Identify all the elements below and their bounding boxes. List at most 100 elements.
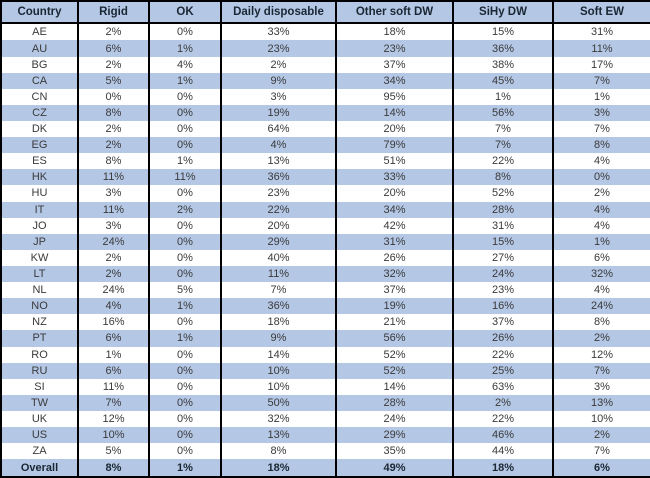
value-cell: 0%	[148, 233, 221, 250]
value-cell: 38%	[452, 56, 553, 73]
value-cell: 11%	[77, 169, 149, 186]
value-cell: 9%	[220, 72, 336, 89]
value-cell: 23%	[452, 282, 553, 299]
value-cell: 24%	[77, 282, 149, 299]
value-cell: 35%	[335, 443, 453, 460]
value-cell: 5%	[77, 72, 149, 89]
table-row: PT 6% 1% 9% 56% 26% 2%	[1, 330, 650, 347]
value-cell: 31%	[335, 233, 453, 250]
value-cell: 6%	[552, 459, 650, 477]
value-cell: 20%	[335, 185, 453, 202]
table-row: CZ 8% 0% 19% 14% 56% 3%	[1, 104, 650, 121]
value-cell: 0%	[148, 314, 221, 331]
value-cell: 34%	[335, 201, 453, 218]
value-cell: 11%	[220, 265, 336, 283]
value-cell: 14%	[335, 104, 453, 121]
value-cell: 42%	[335, 217, 453, 234]
value-cell: 4%	[77, 298, 149, 315]
country-cell: RU	[1, 362, 78, 379]
value-cell: 46%	[452, 427, 553, 444]
value-cell: 45%	[452, 72, 553, 89]
value-cell: 8%	[452, 169, 553, 186]
value-cell: 4%	[148, 56, 221, 73]
value-cell: 8%	[220, 443, 336, 460]
value-cell: 11%	[77, 378, 149, 395]
value-cell: 4%	[552, 217, 650, 234]
table-row: BG 2% 4% 2% 37% 38% 17%	[1, 56, 650, 73]
table-row: US 10% 0% 13% 29% 46% 2%	[1, 427, 650, 444]
value-cell: 7%	[552, 121, 650, 138]
value-cell: 31%	[452, 217, 553, 234]
value-cell: 50%	[220, 394, 336, 411]
column-header-other-soft-dw: Other soft DW	[335, 1, 453, 24]
value-cell: 8%	[77, 153, 149, 170]
country-cell: JP	[1, 233, 78, 250]
value-cell: 32%	[220, 410, 336, 428]
column-header-ok: OK	[148, 1, 221, 24]
value-cell: 2%	[552, 427, 650, 444]
value-cell: 15%	[452, 23, 553, 41]
value-cell: 7%	[552, 362, 650, 379]
value-cell: 23%	[220, 40, 336, 57]
value-cell: 27%	[452, 249, 553, 266]
value-cell: 3%	[552, 378, 650, 395]
country-cell: HU	[1, 185, 78, 202]
value-cell: 1%	[148, 40, 221, 57]
country-cell: JO	[1, 217, 78, 234]
table-row: IT 11% 2% 22% 34% 28% 4%	[1, 201, 650, 218]
country-cell: KW	[1, 249, 78, 266]
table-row: RU 6% 0% 10% 52% 25% 7%	[1, 362, 650, 379]
value-cell: 0%	[148, 346, 221, 363]
table-row: JO 3% 0% 20% 42% 31% 4%	[1, 217, 650, 234]
value-cell: 36%	[220, 298, 336, 315]
value-cell: 63%	[452, 378, 553, 395]
value-cell: 4%	[220, 137, 336, 154]
value-cell: 52%	[335, 362, 453, 379]
value-cell: 36%	[220, 169, 336, 186]
value-cell: 10%	[220, 378, 336, 395]
value-cell: 0%	[148, 185, 221, 202]
value-cell: 51%	[335, 153, 453, 170]
value-cell: 37%	[335, 282, 453, 299]
value-cell: 33%	[220, 23, 336, 41]
value-cell: 0%	[148, 427, 221, 444]
value-cell: 1%	[148, 330, 221, 347]
table-body: AE 2% 0% 33% 18% 15% 31% AU 6% 1% 23% 23% 36% 11% BG 2%…	[1, 23, 650, 477]
value-cell: 0%	[148, 88, 221, 105]
value-cell: 49%	[335, 459, 453, 477]
country-cell: CZ	[1, 104, 78, 121]
value-cell: 7%	[552, 443, 650, 460]
value-cell: 56%	[335, 330, 453, 347]
value-cell: 32%	[552, 265, 650, 283]
table-row: UK 12% 0% 32% 24% 22% 10%	[1, 410, 650, 428]
value-cell: 13%	[552, 394, 650, 411]
country-cell: CN	[1, 88, 78, 105]
value-cell: 3%	[77, 217, 149, 234]
table-row: AU 6% 1% 23% 23% 36% 11%	[1, 40, 650, 57]
value-cell: 24%	[335, 410, 453, 428]
value-cell: 37%	[452, 314, 553, 331]
value-cell: 6%	[77, 40, 149, 57]
value-cell: 18%	[335, 23, 453, 41]
table-row: JP 24% 0% 29% 31% 15% 1%	[1, 233, 650, 250]
value-cell: 18%	[220, 459, 336, 477]
value-cell: 2%	[452, 394, 553, 411]
value-cell: 8%	[77, 104, 149, 121]
value-cell: 13%	[220, 153, 336, 170]
country-cell: DK	[1, 121, 78, 138]
value-cell: 3%	[552, 104, 650, 121]
value-cell: 20%	[220, 217, 336, 234]
value-cell: 0%	[552, 169, 650, 186]
value-cell: 1%	[148, 153, 221, 170]
country-cell: ZA	[1, 443, 78, 460]
value-cell: 22%	[452, 153, 553, 170]
country-cell: EG	[1, 137, 78, 154]
value-cell: 0%	[148, 249, 221, 266]
country-cell: Overall	[1, 459, 78, 477]
column-header-country: Country	[1, 1, 78, 24]
value-cell: 15%	[452, 233, 553, 250]
value-cell: 52%	[335, 346, 453, 363]
value-cell: 8%	[77, 459, 149, 477]
table-row: HU 3% 0% 23% 20% 52% 2%	[1, 185, 650, 202]
value-cell: 0%	[148, 443, 221, 460]
